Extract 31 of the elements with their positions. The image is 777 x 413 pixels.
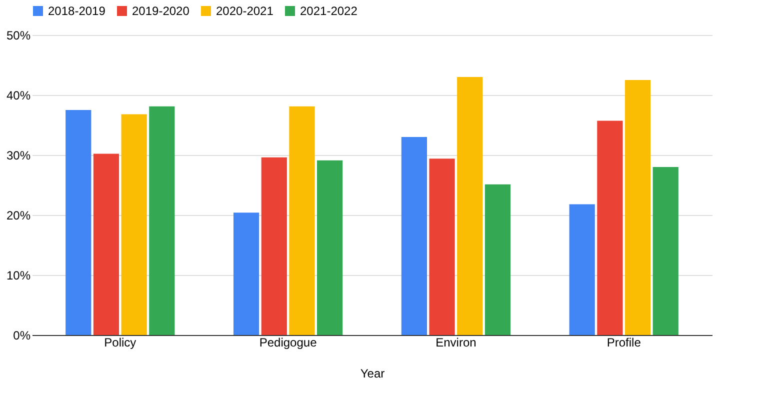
y-tick-label: 50% (6, 28, 31, 42)
bar (121, 114, 147, 335)
bar (233, 212, 260, 335)
bar (457, 77, 483, 335)
legend-label: 2018-2019 (48, 4, 106, 18)
legend-label: 2020-2021 (216, 4, 274, 18)
bar (66, 110, 92, 335)
y-tick-label: 30% (6, 148, 31, 162)
x-tick-label: Environ (436, 336, 476, 350)
bar (484, 184, 511, 335)
bar (289, 106, 315, 335)
bar (597, 120, 623, 335)
bar (624, 80, 651, 335)
x-axis-title: Year (360, 366, 385, 380)
bar (652, 167, 678, 335)
bar (149, 106, 175, 335)
legend-label: 2019-2020 (132, 4, 190, 18)
bar (401, 137, 427, 335)
y-tick-label: 10% (6, 268, 31, 282)
y-tick-label: 0% (13, 328, 31, 342)
y-tick-label: 40% (6, 88, 31, 102)
bar (317, 160, 343, 335)
x-tick-label: Profile (606, 336, 642, 350)
x-tick-label: Policy (104, 336, 136, 350)
bar (261, 157, 287, 335)
bar (93, 154, 120, 335)
bar (569, 204, 595, 335)
legend-label: 2021-2022 (300, 4, 358, 18)
y-tick-label: 20% (6, 208, 31, 222)
bar (429, 158, 455, 335)
x-tick-label: Pedigogue (259, 336, 318, 350)
